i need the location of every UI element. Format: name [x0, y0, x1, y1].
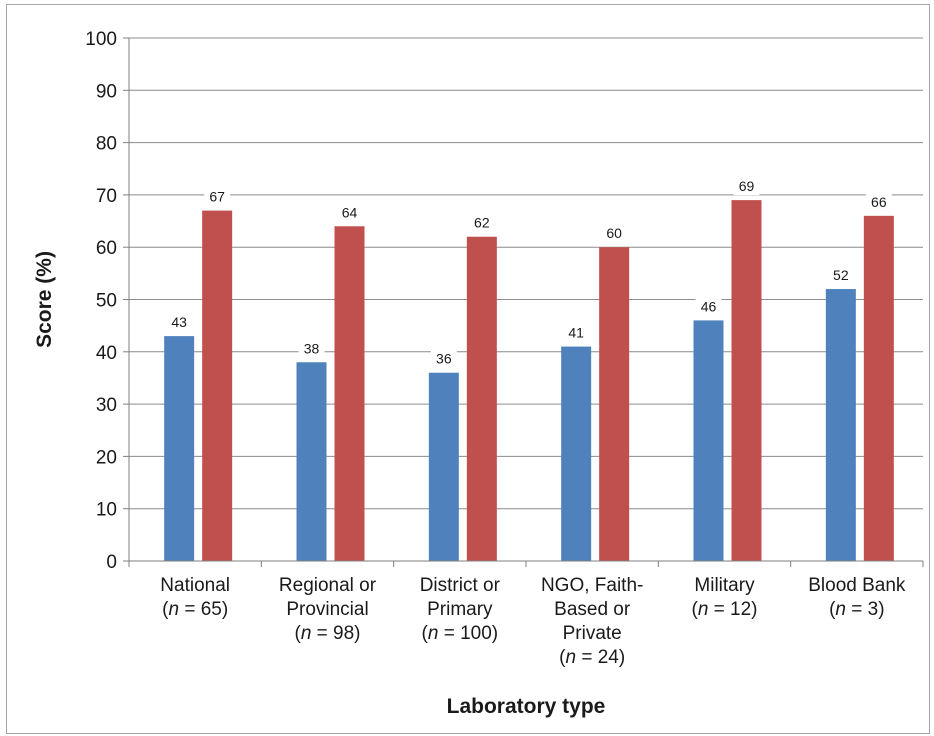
bar — [164, 336, 195, 561]
y-tick-label: 70 — [96, 186, 117, 207]
data-label-bg — [563, 323, 590, 342]
data-label: 52 — [833, 267, 849, 283]
axes — [123, 37, 924, 567]
bar — [561, 346, 592, 561]
data-label: 43 — [171, 314, 187, 330]
category-label: Blood Bank — [808, 575, 906, 596]
data-label-bg — [827, 266, 854, 285]
labels: 0 10 20 30 40 50 60 70 80 90 100 43 67 National (n = 6… — [85, 29, 906, 668]
bars — [164, 200, 894, 562]
category-label: NGO, Faith- — [541, 575, 643, 596]
data-label: 41 — [568, 325, 584, 341]
data-label: 64 — [342, 204, 358, 220]
category-label: Military — [694, 575, 755, 596]
data-label: 67 — [209, 189, 225, 205]
y-tick-label: 50 — [96, 291, 117, 312]
data-label-bg — [204, 187, 231, 206]
chart-frame: 0 10 20 30 40 50 60 70 80 90 100 43 67 National (n = 6… — [6, 4, 930, 734]
y-tick-label: 30 — [96, 395, 117, 416]
data-label: 66 — [871, 194, 887, 210]
data-label-bg — [166, 313, 193, 332]
category-label: Based or — [554, 599, 631, 620]
data-label: 38 — [304, 340, 320, 356]
category-label: (n = 24) — [559, 647, 625, 668]
bar — [863, 215, 894, 561]
x-axis-title: Laboratory type — [447, 695, 606, 718]
data-label: 60 — [606, 225, 622, 241]
bar — [731, 200, 762, 561]
bar — [428, 372, 459, 561]
data-label-bg — [298, 339, 325, 358]
category-label: (n = 12) — [691, 599, 757, 620]
data-label: 62 — [474, 215, 490, 231]
y-tick-label: 40 — [96, 343, 117, 364]
y-tick-label: 60 — [96, 238, 117, 259]
y-tick-label: 100 — [85, 29, 117, 50]
bar — [466, 236, 497, 562]
category-label: (n = 3) — [829, 599, 884, 620]
data-label-bg — [601, 224, 628, 243]
category-label: District or — [420, 575, 501, 596]
y-tick-label: 80 — [96, 134, 117, 155]
gridlines — [129, 37, 923, 510]
category-label: Provincial — [286, 599, 368, 620]
bar — [693, 320, 724, 561]
y-tick-label: 90 — [96, 81, 117, 102]
bar — [599, 247, 630, 561]
data-label: 46 — [701, 298, 717, 314]
data-label: 69 — [739, 178, 755, 194]
bar-chart: 0 10 20 30 40 50 60 70 80 90 100 43 67 National (n = 6… — [33, 29, 924, 718]
data-label: 36 — [436, 351, 452, 367]
category-label: National — [160, 575, 230, 596]
data-label-bg — [336, 203, 363, 222]
bar — [825, 289, 856, 561]
data-label-bg — [695, 297, 722, 316]
data-label-bg — [430, 349, 457, 368]
category-label: Regional or — [279, 575, 377, 596]
y-tick-label: 10 — [96, 500, 117, 521]
data-label-bg — [733, 177, 760, 196]
y-tick-label: 0 — [106, 552, 117, 573]
bar — [296, 362, 327, 561]
y-axis-title: Score (%) — [33, 251, 56, 348]
category-label: (n = 98) — [294, 623, 360, 644]
data-label-bg — [468, 213, 495, 232]
category-label: Private — [563, 623, 622, 644]
category-label: (n = 65) — [162, 599, 228, 620]
category-label: (n = 100) — [422, 623, 499, 644]
data-label-bg — [865, 192, 892, 211]
bar — [334, 226, 365, 561]
bar — [202, 210, 233, 561]
category-label: Primary — [427, 599, 493, 620]
y-tick-label: 20 — [96, 447, 117, 468]
